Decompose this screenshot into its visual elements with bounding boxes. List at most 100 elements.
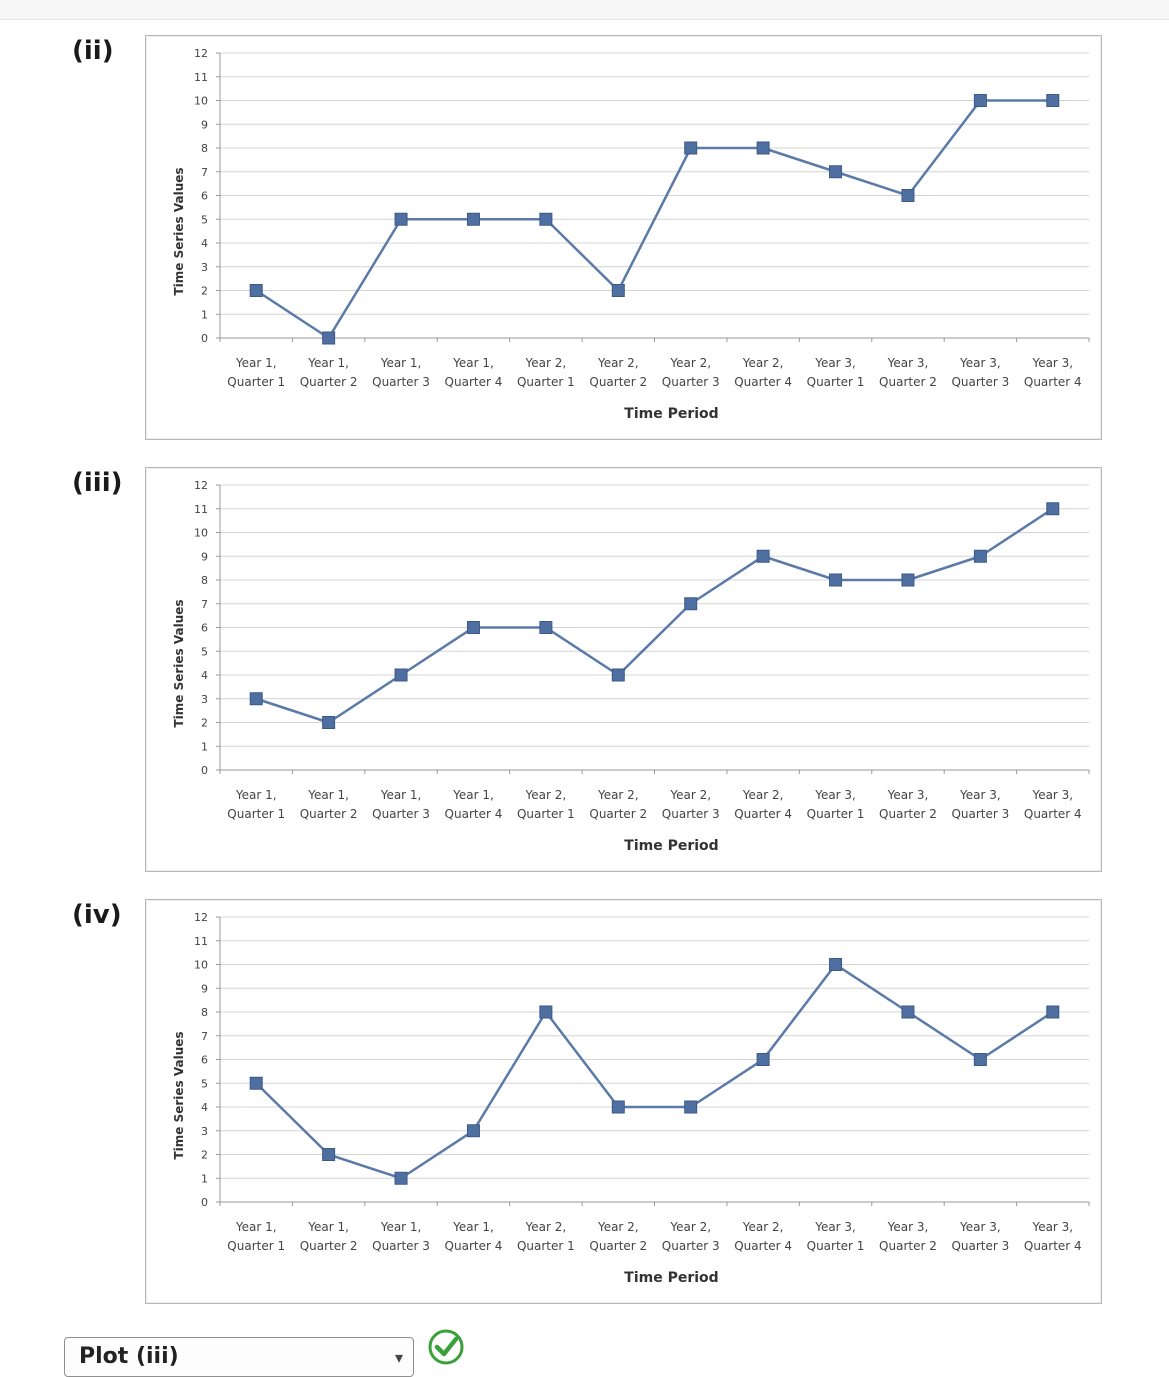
x-tick-label: Year 3, bbox=[959, 356, 1001, 370]
data-point bbox=[973, 94, 987, 107]
answer-dropdown-value: Plot (iii) bbox=[79, 1344, 179, 1369]
y-tick-label: 8 bbox=[201, 1006, 208, 1019]
chart-iv: 0 1 2 3 4 5 6 7 8 9 10 11 12 Year 1, Quarter 1 Year 1, Q… bbox=[145, 899, 1102, 1304]
y-axis-title: Time Series Values bbox=[172, 599, 186, 727]
data-point bbox=[756, 1053, 770, 1066]
y-tick-label: 6 bbox=[201, 1054, 208, 1067]
x-tick-label: Quarter 4 bbox=[734, 1239, 792, 1253]
y-tick-label: 0 bbox=[201, 332, 208, 345]
x-tick-label: Quarter 2 bbox=[589, 1239, 647, 1253]
y-tick-label: 11 bbox=[194, 71, 208, 84]
data-point bbox=[973, 1053, 987, 1066]
data-point bbox=[322, 331, 336, 345]
y-tick-label: 4 bbox=[201, 669, 208, 682]
x-tick-label: Quarter 1 bbox=[807, 807, 865, 821]
x-tick-label: Year 3, bbox=[959, 1220, 1001, 1234]
y-tick-label: 10 bbox=[194, 959, 208, 972]
data-point bbox=[756, 141, 770, 155]
x-tick-label: Year 2, bbox=[525, 788, 567, 802]
y-tick-label: 2 bbox=[201, 1149, 208, 1162]
x-tick-label: Year 1, bbox=[307, 1220, 349, 1234]
y-tick-label: 9 bbox=[201, 982, 208, 995]
y-tick-label: 1 bbox=[201, 308, 208, 321]
data-point bbox=[249, 284, 263, 297]
y-tick-label: 10 bbox=[194, 95, 208, 108]
y-tick-label: 1 bbox=[201, 1172, 208, 1185]
chart-label-ii: (ii) bbox=[72, 36, 114, 66]
x-tick-label: Quarter 1 bbox=[517, 807, 575, 821]
x-tick-label: Year 2, bbox=[742, 356, 784, 370]
data-point bbox=[249, 1076, 263, 1090]
data-point bbox=[829, 165, 843, 179]
x-tick-label: Quarter 2 bbox=[300, 807, 358, 821]
y-tick-label: 10 bbox=[194, 527, 208, 540]
data-point bbox=[611, 668, 625, 682]
x-tick-label: Year 2, bbox=[669, 1220, 711, 1234]
x-tick-label: Year 3, bbox=[1031, 788, 1073, 802]
y-tick-label: 8 bbox=[201, 574, 208, 587]
x-tick-label: Year 3, bbox=[814, 1220, 856, 1234]
x-tick-label: Quarter 4 bbox=[1024, 1239, 1082, 1253]
x-tick-label: Quarter 2 bbox=[589, 375, 647, 389]
chart-iii: 0 1 2 3 4 5 6 7 8 9 10 11 12 Year 1, Quarter 1 Year 1, Q… bbox=[145, 467, 1102, 872]
x-tick-label: Year 2, bbox=[597, 1220, 639, 1234]
x-tick-label: Quarter 3 bbox=[662, 807, 720, 821]
data-point bbox=[394, 212, 408, 226]
x-tick-label: Quarter 3 bbox=[372, 375, 430, 389]
x-axis-title: Time Period bbox=[624, 406, 718, 422]
x-tick-label: Year 3, bbox=[887, 1220, 929, 1234]
y-tick-label: 4 bbox=[201, 237, 208, 250]
y-tick-label: 1 bbox=[201, 740, 208, 753]
y-tick-label: 12 bbox=[194, 911, 208, 924]
y-tick-label: 7 bbox=[201, 1030, 208, 1043]
x-tick-label: Year 2, bbox=[597, 356, 639, 370]
data-point bbox=[466, 212, 480, 226]
x-tick-label: Year 1, bbox=[452, 356, 494, 370]
x-tick-label: Year 3, bbox=[814, 788, 856, 802]
y-tick-label: 3 bbox=[201, 693, 208, 706]
x-tick-label: Year 2, bbox=[742, 788, 784, 802]
y-tick-label: 5 bbox=[201, 1077, 208, 1090]
x-tick-label: Quarter 4 bbox=[734, 807, 792, 821]
y-tick-label: 6 bbox=[201, 622, 208, 635]
y-tick-label: 4 bbox=[201, 1101, 208, 1114]
x-tick-label: Year 3, bbox=[1031, 356, 1073, 370]
x-tick-label: Year 1, bbox=[235, 356, 277, 370]
x-tick-label: Year 2, bbox=[669, 788, 711, 802]
x-tick-label: Quarter 1 bbox=[227, 807, 285, 821]
x-tick-label: Quarter 3 bbox=[372, 807, 430, 821]
green-check-icon bbox=[428, 1329, 464, 1365]
x-tick-label: Year 1, bbox=[307, 788, 349, 802]
data-point bbox=[829, 958, 843, 971]
chart-ii: 0 1 2 3 4 5 6 7 8 9 10 11 12 Year 1, Quarter 1 Year 1, Q… bbox=[145, 35, 1102, 440]
answer-dropdown[interactable]: Plot (iii) ▾ bbox=[64, 1337, 414, 1377]
x-axis-title: Time Period bbox=[624, 838, 718, 854]
top-bar bbox=[0, 0, 1169, 20]
x-tick-label: Year 1, bbox=[380, 1220, 422, 1234]
y-tick-label: 6 bbox=[201, 190, 208, 203]
y-tick-label: 8 bbox=[201, 142, 208, 155]
x-tick-label: Year 1, bbox=[235, 1220, 277, 1234]
y-tick-label: 3 bbox=[201, 261, 208, 274]
x-tick-label: Year 1, bbox=[452, 788, 494, 802]
data-point bbox=[684, 597, 698, 611]
data-point bbox=[394, 668, 408, 682]
data-point bbox=[901, 189, 915, 202]
x-tick-label: Quarter 3 bbox=[662, 375, 720, 389]
x-tick-label: Quarter 3 bbox=[951, 1239, 1009, 1253]
x-tick-label: Year 2, bbox=[742, 1220, 784, 1234]
data-point bbox=[611, 284, 625, 297]
x-tick-label: Quarter 3 bbox=[951, 375, 1009, 389]
data-point bbox=[394, 1171, 408, 1185]
y-tick-label: 5 bbox=[201, 645, 208, 658]
data-point bbox=[539, 1005, 553, 1019]
x-tick-label: Quarter 2 bbox=[300, 1239, 358, 1253]
series-line bbox=[255, 963, 1054, 1180]
y-tick-label: 7 bbox=[201, 598, 208, 611]
x-tick-label: Year 3, bbox=[959, 788, 1001, 802]
x-tick-label: Quarter 1 bbox=[517, 1239, 575, 1253]
x-tick-label: Quarter 1 bbox=[227, 375, 285, 389]
y-tick-label: 0 bbox=[201, 1196, 208, 1209]
